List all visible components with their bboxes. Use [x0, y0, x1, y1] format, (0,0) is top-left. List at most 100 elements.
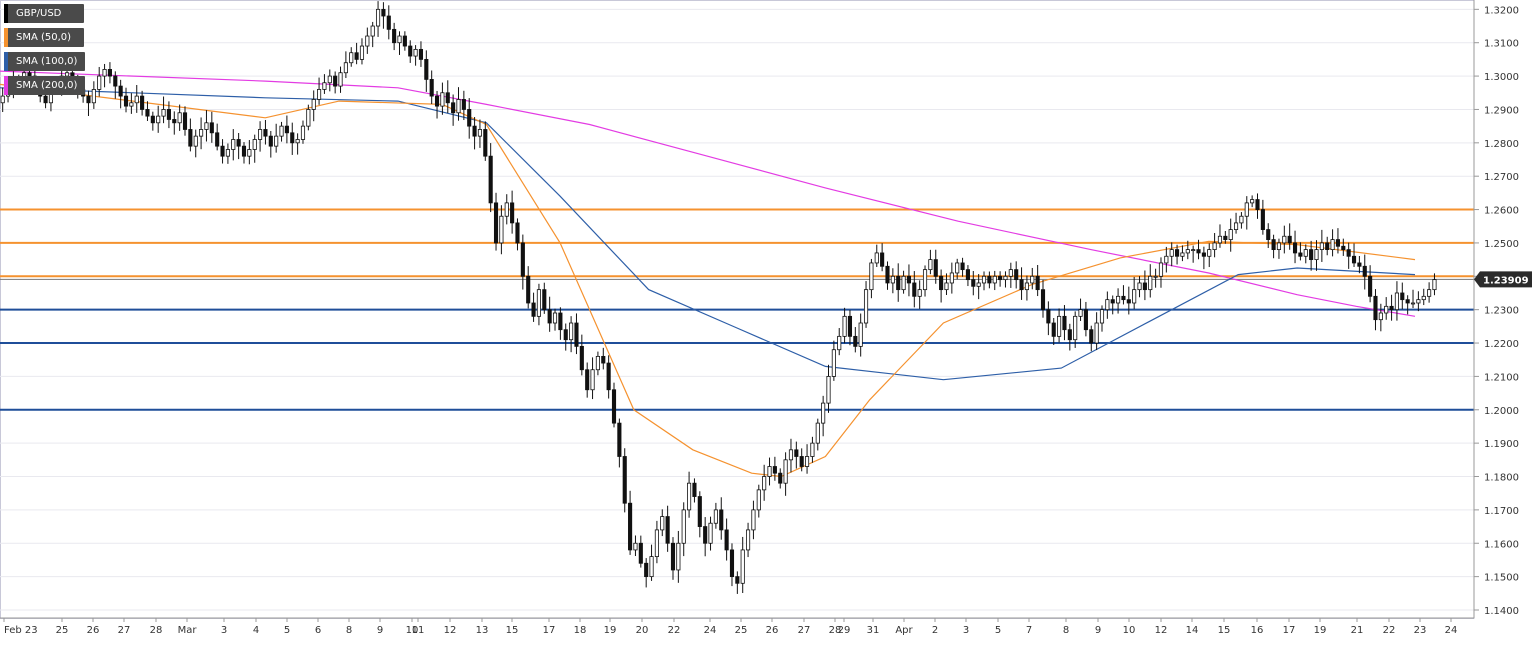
- candle-body: [1019, 279, 1024, 291]
- candle-body: [1346, 249, 1351, 257]
- candle-body: [1319, 242, 1324, 251]
- candle-body: [1046, 309, 1051, 324]
- candle-body: [451, 102, 456, 114]
- candle-body: [794, 449, 799, 457]
- candle-body: [1330, 239, 1335, 251]
- candle-body: [1421, 295, 1426, 301]
- candle-body: [1099, 309, 1105, 324]
- candle-body: [1378, 312, 1383, 321]
- candle-body: [542, 289, 547, 311]
- candle-body: [0, 95, 5, 104]
- x-tick-label: 10: [406, 625, 419, 636]
- candle-body: [611, 389, 617, 424]
- candle-body: [617, 422, 622, 457]
- candle-body: [1276, 242, 1282, 251]
- candle-body: [1126, 299, 1131, 304]
- candle-body: [317, 89, 322, 100]
- sma-200-line: [0, 70, 1416, 317]
- x-tick-label: 10: [1123, 625, 1136, 636]
- candle-body: [113, 75, 118, 87]
- candle-body: [188, 129, 193, 147]
- candle-body: [606, 362, 611, 391]
- candle-body: [381, 8, 386, 17]
- legend-item-sma50[interactable]: SMA (50,0): [4, 28, 84, 47]
- candle-body: [585, 369, 590, 391]
- x-tick-label: Mar: [178, 625, 198, 636]
- candle-body: [1035, 275, 1040, 291]
- candle-body: [1116, 295, 1121, 304]
- candle-body: [697, 496, 702, 527]
- candle-body: [43, 95, 48, 104]
- candle-body: [252, 139, 257, 150]
- candle-body: [1298, 252, 1303, 257]
- x-tick-label: 25: [56, 625, 69, 636]
- candle-body: [107, 69, 112, 77]
- candle-body: [268, 135, 273, 147]
- candle-body: [815, 422, 820, 444]
- legend-swatch: [4, 28, 8, 47]
- candle-body: [279, 125, 284, 137]
- candle-body: [1314, 249, 1319, 261]
- x-tick-label: 14: [1186, 625, 1199, 636]
- y-tick-label: 1.2700: [1484, 172, 1519, 183]
- candle-body: [965, 269, 970, 281]
- candle-body: [1196, 249, 1201, 254]
- candle-body: [687, 482, 692, 511]
- candle-body: [1175, 249, 1180, 257]
- legend-item-sma100[interactable]: SMA (100,0): [4, 52, 86, 71]
- candle-body: [359, 45, 365, 60]
- candle-body: [1389, 305, 1394, 311]
- candle-body: [1351, 255, 1357, 264]
- y-tick-label: 1.3100: [1484, 39, 1519, 50]
- candle-body: [1180, 252, 1185, 257]
- candle-body: [445, 92, 450, 104]
- candle-body: [670, 542, 676, 571]
- candle-body: [713, 509, 718, 524]
- candle-body: [1212, 242, 1217, 251]
- candle-body: [1158, 262, 1164, 277]
- candle-body: [1309, 249, 1314, 261]
- candle-body: [885, 265, 890, 284]
- candle-body: [418, 48, 424, 60]
- candle-body: [949, 272, 954, 284]
- sma-50-line: [0, 83, 1416, 478]
- candle-body: [1217, 235, 1223, 244]
- legend-item-price[interactable]: GBP/USD: [4, 4, 84, 23]
- candle-body: [569, 322, 574, 341]
- y-tick-label: 1.1500: [1484, 573, 1519, 584]
- candle-body: [665, 516, 670, 544]
- candle-body: [284, 125, 289, 134]
- candle-body: [1292, 242, 1298, 254]
- candle-body: [1341, 245, 1346, 251]
- candle-body: [504, 202, 509, 217]
- x-tick-label: 31: [867, 625, 880, 636]
- candle-body: [1207, 249, 1212, 257]
- candle-body: [751, 509, 756, 531]
- candle-body: [375, 8, 381, 27]
- candle-body: [971, 279, 976, 287]
- legend-swatch: [4, 76, 8, 95]
- candle-body: [1191, 249, 1196, 252]
- x-tick-label: 23: [1414, 625, 1427, 636]
- candle-body: [1266, 229, 1271, 240]
- candle-body: [1287, 235, 1292, 244]
- y-tick-label: 1.3200: [1484, 5, 1519, 16]
- candle-body: [1083, 309, 1088, 331]
- legend-item-sma200[interactable]: SMA (200,0): [4, 76, 86, 95]
- candle-body: [1432, 279, 1437, 291]
- x-tick-label: 24: [1445, 625, 1458, 636]
- x-tick-label: 15: [506, 625, 519, 636]
- candle-body: [1255, 199, 1260, 210]
- candle-body: [1201, 252, 1206, 257]
- candle-body: [1185, 249, 1190, 254]
- candle-body: [402, 35, 407, 47]
- current-price-tag: 1.23909: [1474, 271, 1532, 288]
- x-tick-label: 15: [1218, 625, 1231, 636]
- x-tick-label: 5: [284, 625, 290, 636]
- candle-body: [1105, 299, 1110, 311]
- candle-body: [960, 262, 965, 271]
- y-tick-label: 1.1800: [1484, 473, 1519, 484]
- candle-body: [901, 275, 906, 291]
- candle-body: [660, 516, 665, 531]
